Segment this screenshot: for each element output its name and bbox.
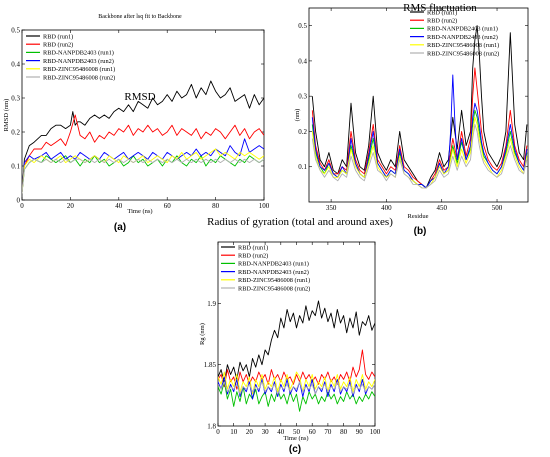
legend-label: RBD-NANPDB2403 (run1) (427, 26, 498, 33)
legend-label: RBD-ZINC95486008 (run2) (427, 50, 499, 57)
y-tick-label: 1.85 (204, 361, 217, 369)
y-tick-label: 0.5 (11, 27, 20, 35)
series-line-4 (218, 371, 375, 395)
series-line-5 (218, 381, 375, 395)
x-axis-label: Residue (408, 213, 429, 220)
y-tick-label: 0.3 (298, 93, 307, 101)
legend-label: RBD (run2) (238, 253, 268, 260)
x-tick-label: 80 (212, 202, 220, 210)
chart-title: Radius of gyration (total and around axe… (207, 216, 393, 228)
x-tick-label: 0 (20, 202, 24, 210)
legend-label: RBD-ZINC95486008 (run2) (238, 285, 310, 292)
x-tick-label: 0 (216, 428, 220, 436)
y-tick-label: 1.9 (207, 300, 216, 308)
panel-label: (a) (114, 222, 126, 233)
series-line-0 (218, 300, 375, 384)
legend: RBD (run1) RBD (run2)RBD-NANPDB2403 (run1… (221, 244, 310, 292)
legend-label: RBD (run1) (238, 244, 268, 251)
series-line-4 (22, 148, 264, 194)
legend-label: RBD (run2) (43, 42, 73, 49)
series-group (311, 25, 528, 189)
y-tick-label: 0.2 (298, 128, 307, 136)
y-tick-label: 0.4 (11, 61, 20, 69)
series-line-3 (22, 138, 264, 194)
rmsd-panel: RMSD Backbone after lsq fit to Backbone 0 2… (3, 13, 270, 233)
plot-frame (308, 7, 529, 203)
x-tick-label: 30 (262, 428, 270, 436)
series-line-3 (311, 74, 528, 189)
y-tick-label: 0 (17, 197, 21, 205)
y-tick-label: 0.1 (11, 163, 20, 171)
x-tick-label: 400 (381, 204, 392, 212)
panel-label: (c) (289, 444, 301, 455)
x-tick-label: 70 (324, 428, 332, 436)
series-line-5 (22, 158, 264, 194)
series-line-1 (218, 349, 375, 390)
series-group (22, 80, 264, 194)
y-axis-label: Rg (nm) (199, 323, 206, 345)
panel-label: (b) (414, 226, 427, 237)
series-line-2 (311, 109, 528, 189)
chart-title: RMSD (124, 91, 155, 103)
x-tick-label: 60 (309, 428, 317, 436)
x-tick-label: 100 (259, 202, 270, 210)
series-line-1 (22, 114, 264, 194)
legend-label: RBD-NANPDB2403 (run2) (427, 34, 498, 41)
y-tick-label: 0.1 (298, 163, 307, 171)
y-tick-label: 0.5 (298, 22, 307, 30)
series-group (218, 300, 375, 412)
legend-label: RBD (run1) (427, 9, 457, 16)
legend-label: RBD-ZINC95486008 (run1) (43, 66, 115, 73)
radius-of-gyration-panel: Radius of gyration (total and around axe… (199, 216, 393, 455)
x-tick-label: 90 (356, 428, 364, 436)
x-tick-label: 60 (164, 202, 172, 210)
series-line-2 (218, 381, 375, 412)
series-line-0 (22, 80, 264, 194)
x-tick-label: 50 (293, 428, 301, 436)
legend-label: RBD-NANPDB2403 (run2) (43, 58, 114, 65)
legend-label: RBD-ZINC95486008 (run1) (238, 277, 310, 284)
legend-label: RBD-ZINC95486008 (run1) (427, 42, 499, 49)
y-tick-label: 1.8 (207, 423, 216, 431)
legend-label: RBD-NANPDB2403 (run2) (238, 269, 309, 276)
plot-frame (21, 29, 265, 201)
y-tick-label: 0.3 (11, 95, 20, 103)
x-axis-label: Time (ns) (127, 208, 152, 215)
series-line-3 (218, 376, 375, 400)
x-tick-label: 100 (370, 428, 381, 436)
legend-label: RBD-ZINC95486008 (run2) (43, 74, 115, 81)
y-tick-label: 0.4 (298, 57, 307, 65)
legend: RBD (run1) RBD (run2)RBD-NANPDB2403 (run1… (410, 9, 499, 57)
legend-label: RBD-NANPDB2403 (run1) (43, 50, 114, 57)
y-tick-label: 0.2 (11, 129, 20, 137)
x-tick-label: 20 (67, 202, 75, 210)
y-axis-label: RMSD (nm) (3, 99, 10, 132)
legend-label: RBD (run1) (43, 33, 73, 40)
x-axis-label: Time (ns) (283, 435, 308, 442)
x-tick-label: 80 (340, 428, 348, 436)
x-tick-label: 350 (326, 204, 337, 212)
y-axis-label: (nm) (294, 109, 301, 122)
series-line-4 (311, 116, 528, 189)
x-tick-label: 500 (492, 204, 503, 212)
legend-label: RBD (run2) (427, 18, 457, 25)
x-tick-label: 40 (277, 428, 285, 436)
x-tick-label: 10 (230, 428, 238, 436)
x-tick-label: 20 (246, 428, 254, 436)
x-tick-label: 450 (436, 204, 447, 212)
legend-label: RBD-NANPDB2403 (run1) (238, 261, 309, 268)
x-tick-label: 40 (115, 202, 123, 210)
legend: RBD (run1) RBD (run2)RBD-NANPDB2403 (run1… (26, 33, 115, 81)
series-line-5 (311, 123, 528, 189)
chart-subtitle: Backbone after lsq fit to Backbone (98, 13, 182, 20)
